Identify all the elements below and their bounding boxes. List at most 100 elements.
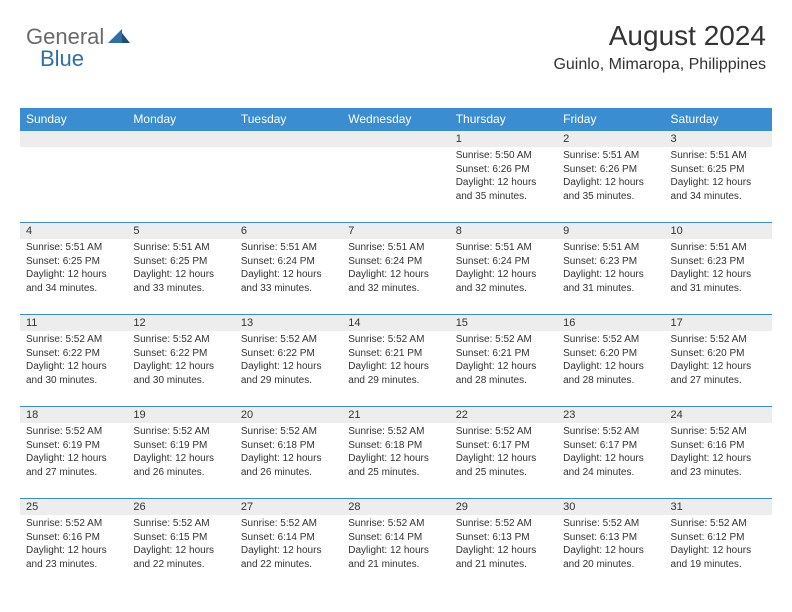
sunrise-text: Sunrise: 5:52 AM [348,425,443,439]
calendar-week-row: 1Sunrise: 5:50 AMSunset: 6:26 PMDaylight… [20,130,772,222]
calendar-header-cell: Tuesday [235,108,342,130]
calendar-day-cell: 30Sunrise: 5:52 AMSunset: 6:13 PMDayligh… [557,498,664,590]
calendar-header-cell: Friday [557,108,664,130]
day-content: Sunrise: 5:52 AMSunset: 6:14 PMDaylight:… [342,515,449,573]
day-content: Sunrise: 5:52 AMSunset: 6:18 PMDaylight:… [342,423,449,481]
calendar-day-cell: 18 Sunrise: 5:52 AMSunset: 6:19 PMDayligh… [20,406,127,498]
calendar-table: SundayMondayTuesdayWednesdayThursdayFrid… [20,108,772,590]
daylight-text: Daylight: 12 hours and 27 minutes. [671,360,766,387]
sunset-text: Sunset: 6:19 PM [133,439,228,453]
daylight-text: Daylight: 12 hours and 33 minutes. [241,268,336,295]
sunrise-text: Sunrise: 5:51 AM [241,241,336,255]
day-number: 9 [557,222,664,239]
day-number: 1 [450,130,557,147]
sunset-text: Sunset: 6:26 PM [563,163,658,177]
sunset-text: Sunset: 6:26 PM [456,163,551,177]
calendar: SundayMondayTuesdayWednesdayThursdayFrid… [20,108,772,590]
daylight-text: Daylight: 12 hours and 27 minutes. [26,452,121,479]
day-number [127,130,234,147]
day-content: Sunrise: 5:52 AMSunset: 6:13 PMDaylight:… [450,515,557,573]
day-content: Sunrise: 5:51 AMSunset: 6:26 PMDaylight:… [557,147,664,205]
daylight-text: Daylight: 12 hours and 25 minutes. [348,452,443,479]
calendar-week-row: 11Sunrise: 5:52 AMSunset: 6:22 PMDayligh… [20,314,772,406]
day-content: Sunrise: 5:51 AMSunset: 6:23 PMDaylight:… [557,239,664,297]
calendar-day-cell: 24Sunrise: 5:52 AMSunset: 6:16 PMDayligh… [665,406,772,498]
sunrise-text: Sunrise: 5:52 AM [348,333,443,347]
logo-text-blue: Blue [40,46,84,71]
page-subtitle: Guinlo, Mimaropa, Philippines [553,56,766,74]
calendar-day-cell: 9Sunrise: 5:51 AMSunset: 6:23 PMDaylight… [557,222,664,314]
day-content: Sunrise: 5:52 AMSunset: 6:21 PMDaylight:… [342,331,449,389]
calendar-header-cell: Sunday [20,108,127,130]
calendar-day-cell: 10Sunrise: 5:51 AMSunset: 6:23 PMDayligh… [665,222,772,314]
sunrise-text: Sunrise: 5:52 AM [563,517,658,531]
day-content: Sunrise: 5:52 AMSunset: 6:22 PMDaylight:… [127,331,234,389]
daylight-text: Daylight: 12 hours and 35 minutes. [563,176,658,203]
sunrise-text: Sunrise: 5:51 AM [563,241,658,255]
sunrise-text: Sunrise: 5:52 AM [133,425,228,439]
sunset-text: Sunset: 6:22 PM [133,347,228,361]
day-content: Sunrise: 5:52 AMSunset: 6:17 PMDaylight:… [450,423,557,481]
sunset-text: Sunset: 6:16 PM [671,439,766,453]
sunrise-text: Sunrise: 5:51 AM [348,241,443,255]
calendar-day-cell [20,130,127,222]
sunset-text: Sunset: 6:19 PM [26,439,121,453]
sunset-text: Sunset: 6:13 PM [563,531,658,545]
sunset-text: Sunset: 6:24 PM [241,255,336,269]
day-content: Sunrise: 5:52 AMSunset: 6:19 PMDaylight:… [127,423,234,481]
sunrise-text: Sunrise: 5:52 AM [26,333,121,347]
day-number: 6 [235,222,342,239]
calendar-header-cell: Wednesday [342,108,449,130]
day-number: 20 [235,406,342,423]
daylight-text: Daylight: 12 hours and 25 minutes. [456,452,551,479]
day-content: Sunrise: 5:51 AMSunset: 6:25 PMDaylight:… [127,239,234,297]
day-number: 18 [20,406,127,423]
daylight-text: Daylight: 12 hours and 32 minutes. [456,268,551,295]
calendar-day-cell: 14Sunrise: 5:52 AMSunset: 6:21 PMDayligh… [342,314,449,406]
daylight-text: Daylight: 12 hours and 21 minutes. [348,544,443,571]
daylight-text: Daylight: 12 hours and 28 minutes. [563,360,658,387]
day-number: 2 [557,130,664,147]
sunrise-text: Sunrise: 5:52 AM [26,425,121,439]
daylight-text: Daylight: 12 hours and 31 minutes. [563,268,658,295]
calendar-day-cell: 25Sunrise: 5:52 AMSunset: 6:16 PMDayligh… [20,498,127,590]
calendar-header-cell: Thursday [450,108,557,130]
sunrise-text: Sunrise: 5:52 AM [348,517,443,531]
sunset-text: Sunset: 6:24 PM [456,255,551,269]
calendar-header-cell: Saturday [665,108,772,130]
sunset-text: Sunset: 6:14 PM [241,531,336,545]
sunset-text: Sunset: 6:20 PM [563,347,658,361]
day-number: 3 [665,130,772,147]
day-content: Sunrise: 5:52 AMSunset: 6:20 PMDaylight:… [665,331,772,389]
day-content: Sunrise: 5:52 AMSunset: 6:21 PMDaylight:… [450,331,557,389]
page-title: August 2024 [553,20,766,52]
sunset-text: Sunset: 6:21 PM [456,347,551,361]
calendar-day-cell: 15Sunrise: 5:52 AMSunset: 6:21 PMDayligh… [450,314,557,406]
day-number: 25 [20,498,127,515]
sunset-text: Sunset: 6:18 PM [348,439,443,453]
calendar-day-cell: 28Sunrise: 5:52 AMSunset: 6:14 PMDayligh… [342,498,449,590]
day-content: Sunrise: 5:52 AMSunset: 6:16 PMDaylight:… [665,423,772,481]
calendar-week-row: 25Sunrise: 5:52 AMSunset: 6:16 PMDayligh… [20,498,772,590]
calendar-day-cell: 26Sunrise: 5:52 AMSunset: 6:15 PMDayligh… [127,498,234,590]
calendar-week-row: 4Sunrise: 5:51 AMSunset: 6:25 PMDaylight… [20,222,772,314]
day-number: 29 [450,498,557,515]
day-content: Sunrise: 5:51 AMSunset: 6:25 PMDaylight:… [20,239,127,297]
day-number: 28 [342,498,449,515]
day-number: 19 [127,406,234,423]
day-number: 12 [127,314,234,331]
calendar-day-cell: 12Sunrise: 5:52 AMSunset: 6:22 PMDayligh… [127,314,234,406]
day-number: 14 [342,314,449,331]
calendar-day-cell: 19Sunrise: 5:52 AMSunset: 6:19 PMDayligh… [127,406,234,498]
day-number: 27 [235,498,342,515]
daylight-text: Daylight: 12 hours and 23 minutes. [26,544,121,571]
calendar-day-cell: 2Sunrise: 5:51 AMSunset: 6:26 PMDaylight… [557,130,664,222]
daylight-text: Daylight: 12 hours and 34 minutes. [671,176,766,203]
day-content: Sunrise: 5:50 AMSunset: 6:26 PMDaylight:… [450,147,557,205]
sunset-text: Sunset: 6:17 PM [456,439,551,453]
sunset-text: Sunset: 6:24 PM [348,255,443,269]
calendar-day-cell: 17Sunrise: 5:52 AMSunset: 6:20 PMDayligh… [665,314,772,406]
daylight-text: Daylight: 12 hours and 33 minutes. [133,268,228,295]
sunset-text: Sunset: 6:23 PM [671,255,766,269]
day-content: Sunrise: 5:51 AMSunset: 6:23 PMDaylight:… [665,239,772,297]
